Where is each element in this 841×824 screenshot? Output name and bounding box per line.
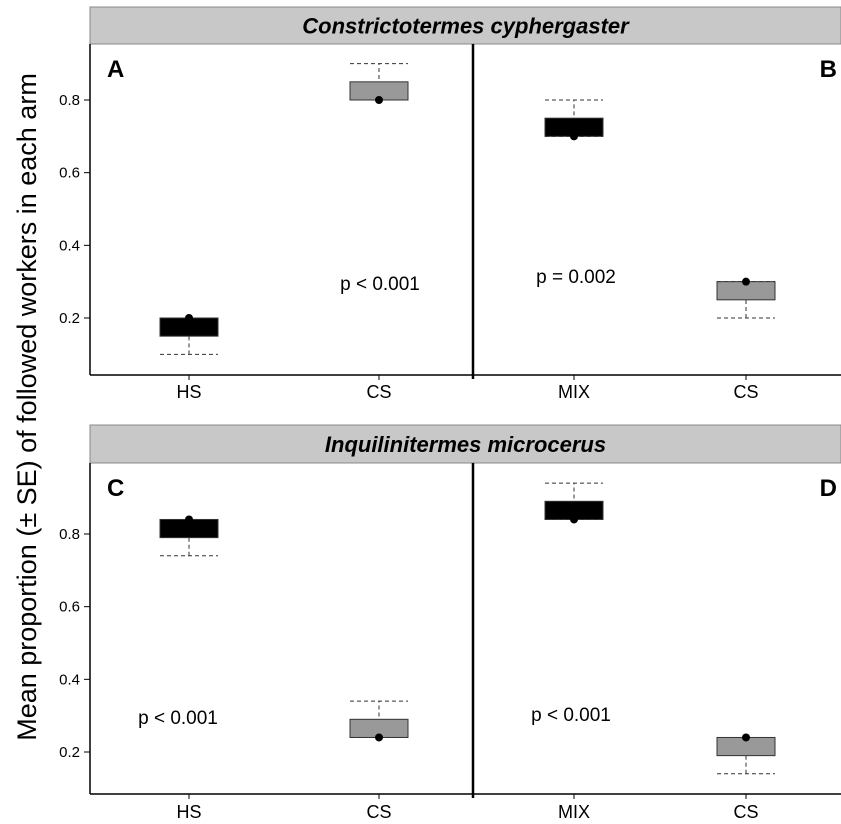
x-category-label: MIX xyxy=(558,802,590,822)
panel-C: Cp < 0.001 HS CS xyxy=(107,475,408,822)
x-category-label: CS xyxy=(366,802,391,822)
box-HS: HS xyxy=(160,515,218,822)
mean-point xyxy=(375,96,383,104)
box-HS: HS xyxy=(160,314,218,402)
facet-row-2: Inquilinitermes microcerus 0.2 0.4 0.6 0.8 Cp… xyxy=(59,425,841,822)
box-MIX: MIX xyxy=(545,100,603,402)
panel-B: Bp = 0.002 MIX CS xyxy=(536,56,837,402)
panel-D: Dp < 0.001 MIX CS xyxy=(531,475,837,822)
p-value-label: p = 0.002 xyxy=(536,267,616,288)
box-CS: CS xyxy=(350,701,408,822)
mean-point xyxy=(375,733,383,741)
strip-title: Constrictotermes cyphergaster xyxy=(302,14,630,39)
x-category-label: HS xyxy=(176,382,201,402)
x-category-label: HS xyxy=(176,802,201,822)
y-tick-label: 0.4 xyxy=(59,237,80,254)
panel-A: Ap < 0.001 HS CS xyxy=(107,56,420,402)
p-value-label: p < 0.001 xyxy=(340,274,420,295)
box-CS: CS xyxy=(717,278,775,402)
box-CS: CS xyxy=(717,733,775,822)
panel-letter: C xyxy=(107,475,124,502)
strip-title: Inquilinitermes microcerus xyxy=(325,432,606,457)
mean-point xyxy=(742,278,750,286)
x-category-label: CS xyxy=(733,382,758,402)
p-value-label: p < 0.001 xyxy=(138,708,218,729)
panel-letter: D xyxy=(820,475,837,502)
x-category-label: MIX xyxy=(558,382,590,402)
x-category-label: CS xyxy=(733,802,758,822)
mean-point xyxy=(570,132,578,140)
panel-letter: A xyxy=(107,56,124,83)
mean-point xyxy=(570,515,578,523)
mean-point xyxy=(742,733,750,741)
x-category-label: CS xyxy=(366,382,391,402)
mean-point xyxy=(185,515,193,523)
y-tick-label: 0.6 xyxy=(59,599,80,616)
y-tick-label: 0.8 xyxy=(59,526,80,543)
y-tick-label: 0.4 xyxy=(59,671,80,688)
panel-letter: B xyxy=(820,56,837,83)
y-tick-label: 0.2 xyxy=(59,310,80,327)
y-tick-label: 0.2 xyxy=(59,744,80,761)
y-tick-label: 0.8 xyxy=(59,92,80,109)
y-axis-label: Mean proportion (± SE) of followed worke… xyxy=(12,73,42,741)
box-CS: CS xyxy=(350,64,408,402)
p-value-label: p < 0.001 xyxy=(531,705,611,726)
box-MIX: MIX xyxy=(545,483,603,822)
y-tick-label: 0.6 xyxy=(59,165,80,182)
mean-point xyxy=(185,314,193,322)
facet-row-1: Constrictotermes cyphergaster 0.2 0.4 0.6 0.… xyxy=(59,7,841,402)
